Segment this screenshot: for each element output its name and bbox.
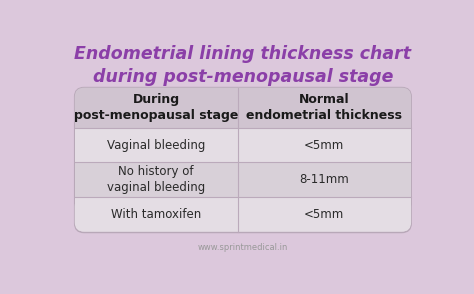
FancyBboxPatch shape <box>75 88 411 232</box>
Bar <box>75 197 411 206</box>
Bar <box>75 162 411 197</box>
Text: 8-11mm: 8-11mm <box>300 173 349 186</box>
Text: With tamoxifen: With tamoxifen <box>111 208 201 221</box>
FancyBboxPatch shape <box>75 88 411 128</box>
Text: <5mm: <5mm <box>304 208 345 221</box>
Text: www.sprintmedical.in: www.sprintmedical.in <box>198 243 288 252</box>
Text: During
post-menopausal stage: During post-menopausal stage <box>74 93 238 122</box>
FancyBboxPatch shape <box>75 197 411 232</box>
Bar <box>75 118 411 128</box>
Text: No history of
vaginal bleeding: No history of vaginal bleeding <box>107 165 205 194</box>
Bar <box>75 128 411 162</box>
Text: <5mm: <5mm <box>304 138 345 151</box>
Text: Vaginal bleeding: Vaginal bleeding <box>107 138 205 151</box>
Text: Endometrial lining thickness chart
during post-menopausal stage: Endometrial lining thickness chart durin… <box>74 44 411 86</box>
Text: Normal
endometrial thickness: Normal endometrial thickness <box>246 93 402 122</box>
